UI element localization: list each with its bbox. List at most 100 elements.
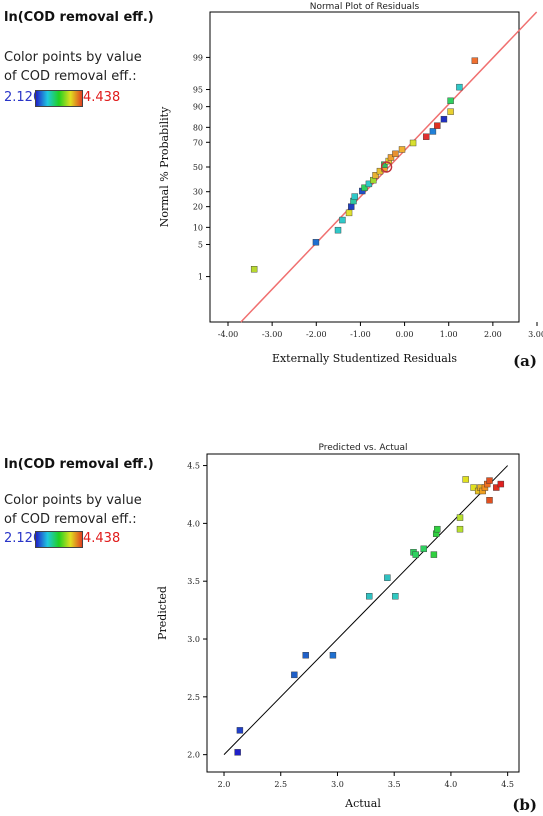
x-tick-label: -1.00 [350,330,371,339]
legend-color-bar [35,531,83,548]
data-point [339,216,346,224]
data-point [392,593,399,600]
data-point [372,172,379,179]
y-tick-label: 30 [193,188,203,197]
y-tick-label: 99 [193,53,203,62]
legend-max-value: 4.438 [83,90,121,105]
data-point [471,57,479,64]
data-point [334,226,342,234]
data-point [302,652,309,659]
x-tick-label: -4.00 [218,330,239,339]
data-point [497,480,505,488]
data-point [409,139,417,147]
reference-line [240,11,538,323]
data-point [456,525,464,533]
x-tick-label: 3.5 [388,780,401,789]
data-point [434,122,441,129]
x-tick-label: 4.0 [445,780,458,789]
x-tick-label: 2.00 [484,330,502,339]
x-tick-label: 1.00 [440,330,458,339]
data-point [486,497,493,504]
data-point [312,239,320,246]
y-tick-label: 2.5 [187,693,200,702]
data-point [392,150,399,158]
legend-title: ln(COD removal eff.) [4,457,154,472]
x-tick-label: 0.00 [396,330,414,339]
reference-line [223,465,509,756]
x-axis-label: Externally Studentized Residuals [272,352,457,365]
y-tick-label: 95 [193,86,203,95]
x-tick-label: 3.0 [331,780,344,789]
y-tick-label: 70 [193,138,203,147]
data-point [348,203,355,210]
data-point [420,545,427,553]
x-tick-label: 3.00 [528,330,543,339]
y-tick-label: 3.5 [187,577,200,586]
x-tick-label: -2.00 [306,330,327,339]
data-point [430,551,438,558]
data-point [366,593,373,600]
data-point [234,749,241,756]
predicted-vs-actual-chart: Predicted vs. Actual 2.0 2.5 3.0 3.5 4.0 4.5 2.… [156,443,520,810]
panel-label: (b) [512,796,537,814]
x-axis-label: Actual [344,797,381,810]
y-tick-label: 50 [193,163,203,172]
legend-color-bar [35,90,83,107]
data-point [236,727,244,734]
data-point [440,115,448,123]
y-axis-label: Normal % Probability [158,106,171,227]
x-tick-label: 4.5 [501,780,514,789]
legend-max-value: 4.438 [83,531,121,546]
x-tick-label: 2.0 [218,780,231,789]
y-tick-label: 1 [198,273,203,282]
data-point [345,209,353,217]
data-point [329,652,337,659]
chart-title: Predicted vs. Actual [318,443,407,453]
data-point [351,193,358,200]
normal-plot-chart: Normal Plot of Residuals -4.00 -3.00 -2.00 -… [158,2,543,365]
data-point [384,574,391,581]
data-point [493,484,500,491]
legend-min-value: 2.120 [4,90,42,105]
data-point [387,154,395,161]
plot-frame [206,453,520,773]
data-point [361,184,368,191]
chart-title: Normal Plot of Residuals [310,2,420,12]
panel-predicted-vs-actual: ln(COD removal eff.) Color points by val… [0,408,543,816]
y-tick-label: 20 [193,203,203,212]
highlight-marker [380,161,393,173]
data-point [447,97,454,105]
y-tick-label: 4.0 [187,519,200,528]
y-tick-label: 2.0 [187,751,200,760]
y-axis-label: Predicted [156,586,169,640]
data-point [429,128,437,135]
data-point [462,476,469,483]
legend-description: Color points by value of COD removal eff… [4,493,142,527]
data-point [398,146,406,153]
data-point [365,180,373,188]
y-tick-label: 5 [198,240,203,249]
data-point [381,161,388,168]
data-point [456,514,464,521]
data-point [456,83,463,91]
data-point [412,551,419,558]
data-point [447,108,454,115]
panel-label: (a) [513,352,537,370]
y-tick-label: 10 [193,223,203,232]
y-tick-label: 4.5 [187,462,200,471]
y-tick-label: 80 [193,123,203,132]
legend-min-value: 2.120 [4,531,42,546]
y-tick-label: 90 [193,103,203,112]
panel-normal-plot: ln(COD removal eff.) Color points by val… [4,2,543,370]
x-tick-label: 2.5 [274,780,287,789]
y-tick-label: 3.0 [187,635,200,644]
data-point [423,133,430,140]
legend-description: Color points by value of COD removal eff… [4,50,142,84]
data-point [291,671,298,679]
data-point [250,266,258,273]
data-point [434,525,441,533]
data-point [470,484,477,491]
legend-title: ln(COD removal eff.) [4,10,154,25]
data-point [486,477,493,484]
x-tick-label: -3.00 [262,330,283,339]
